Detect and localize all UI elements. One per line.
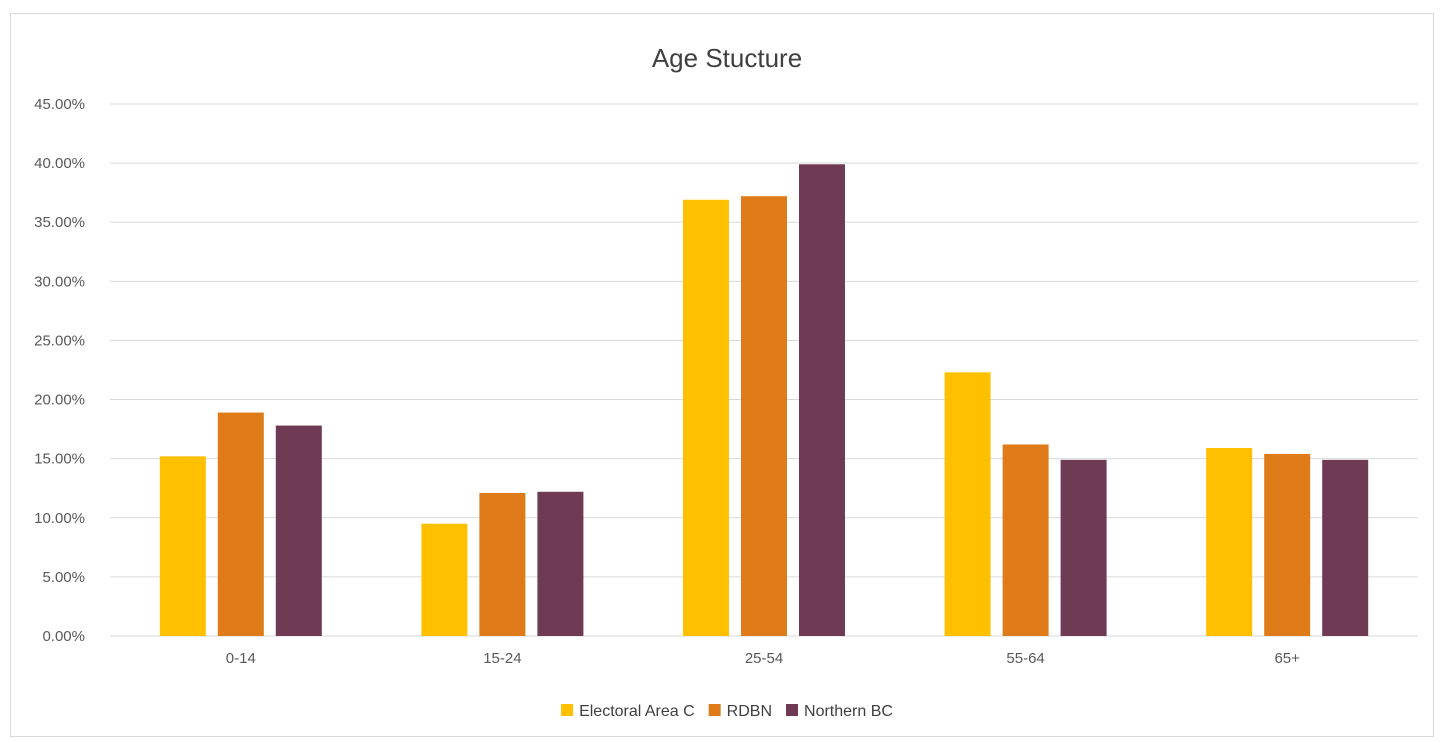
x-tick-label: 15-24	[483, 650, 521, 667]
y-axis-tick-labels: 0.00% 5.00% 10.00% 15.00% 20.00% 25.00% 30.00%…	[34, 96, 85, 645]
legend-swatch	[561, 704, 573, 716]
x-tick-label: 55-64	[1006, 650, 1044, 667]
x-tick-label: 65+	[1274, 650, 1300, 667]
bar-2-55-64	[1003, 444, 1049, 636]
x-tick-label: 0-14	[226, 650, 256, 667]
bar-2-0-14	[218, 413, 264, 636]
bar-1-65+	[1206, 448, 1252, 636]
y-tick-label: 30.00%	[34, 273, 85, 290]
bar-1-25-54	[683, 200, 729, 636]
y-tick-label: 0.00%	[42, 628, 85, 645]
bar-2-65+	[1264, 454, 1310, 636]
y-tick-label: 20.00%	[34, 392, 85, 409]
x-axis-tick-labels: 0-14 15-24 25-54 55-64 65+	[226, 650, 1300, 667]
bar-1-15-24	[421, 524, 467, 636]
y-tick-label: 45.00%	[34, 96, 85, 113]
legend-label: Northern BC	[804, 703, 893, 720]
y-tick-label: 15.00%	[34, 451, 85, 468]
y-tick-label: 5.00%	[42, 569, 85, 586]
bar-1-0-14	[160, 456, 206, 636]
legend-swatch	[786, 704, 798, 716]
legend-swatch	[709, 704, 721, 716]
bar-2-15-24	[479, 493, 525, 636]
x-tick-label: 25-54	[745, 650, 783, 667]
y-tick-label: 25.00%	[34, 332, 85, 349]
bars	[160, 164, 1368, 636]
y-tick-label: 35.00%	[34, 214, 85, 231]
bar-1-55-64	[945, 372, 991, 636]
chart-title: Age Stucture	[652, 43, 802, 73]
bar-3-25-54	[799, 164, 845, 636]
bar-2-25-54	[741, 196, 787, 636]
y-tick-label: 10.00%	[34, 510, 85, 527]
bar-3-65+	[1322, 460, 1368, 636]
legend-label: Electoral Area C	[579, 703, 695, 720]
legend: Electoral Area C RDBN Northern BC	[561, 703, 893, 720]
bar-3-0-14	[276, 426, 322, 636]
bar-3-55-64	[1061, 460, 1107, 636]
y-tick-label: 40.00%	[34, 155, 85, 172]
bar-3-15-24	[537, 492, 583, 636]
legend-label: RDBN	[727, 703, 772, 720]
